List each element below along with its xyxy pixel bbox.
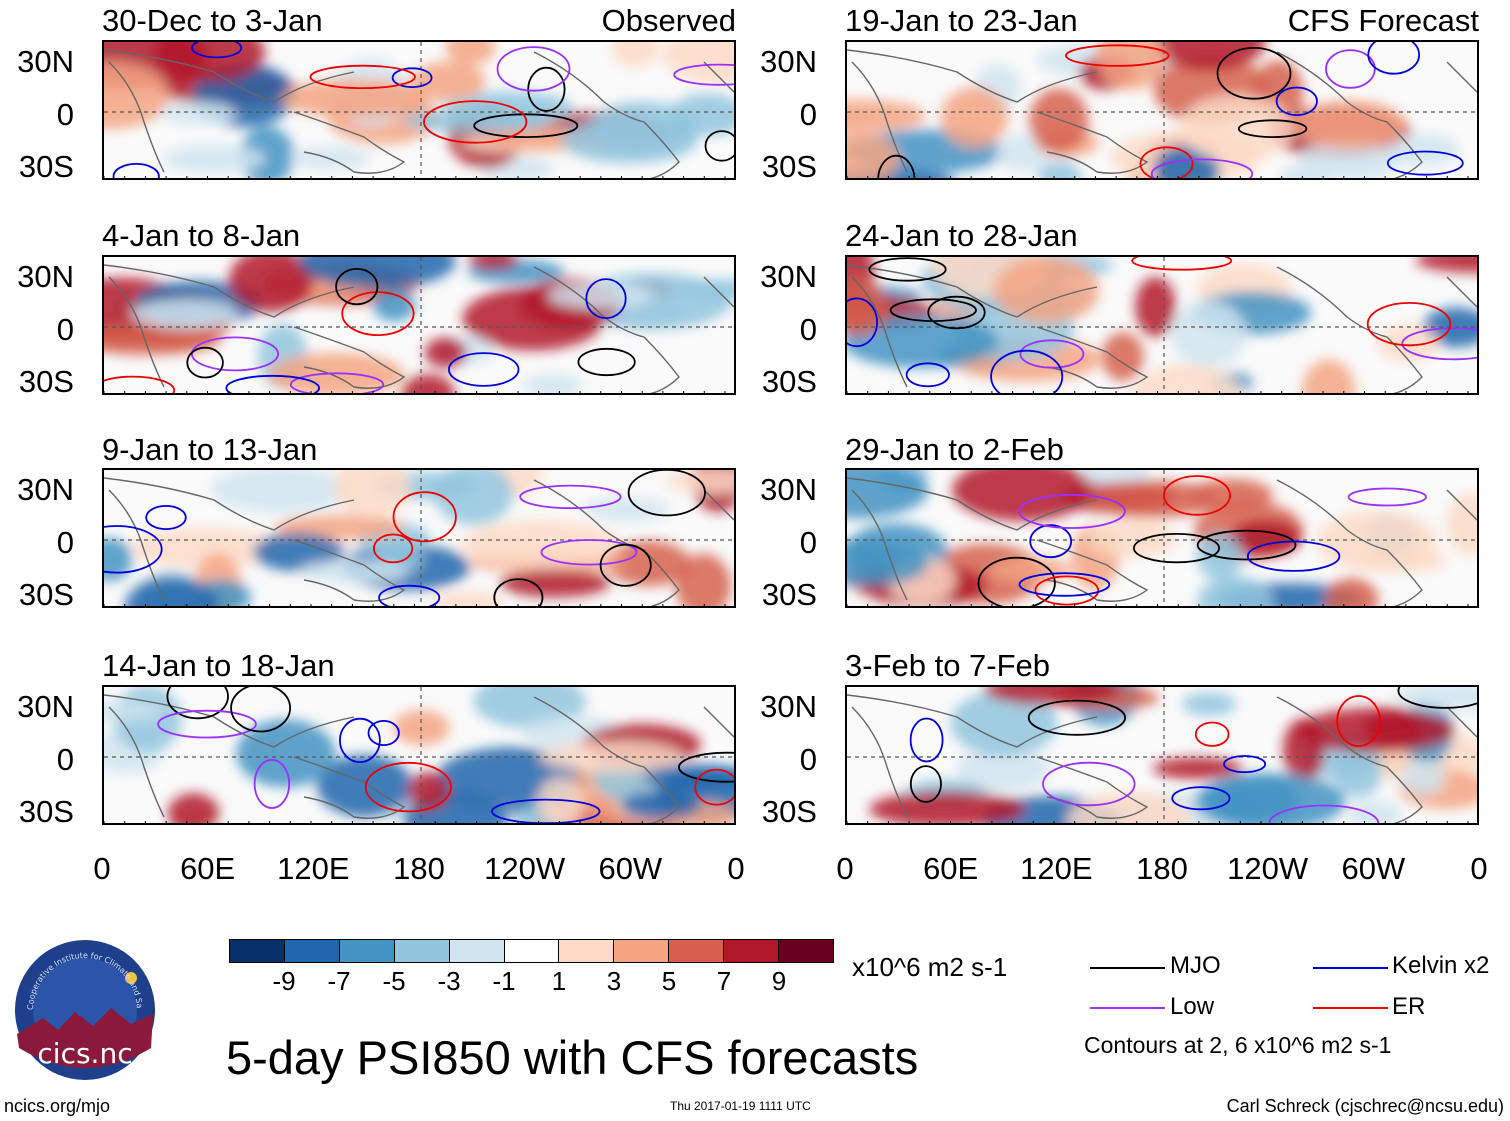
footer-timestamp: Thu 2017-01-19 1111 UTC [670,1099,811,1113]
lat-label: 30S [18,149,74,184]
footer-url[interactable]: ncics.org/mjo [4,1096,111,1116]
legend-line [1090,967,1165,969]
lat-label: 30S [761,364,817,399]
lat-label: 30N [17,259,74,294]
lat-label: 30N [17,44,74,79]
contour-note: Contours at 2, 6 x10^6 m2 s-1 [1084,1032,1392,1058]
lon-label: 180 [393,851,445,886]
lon-label: 120E [1020,851,1093,886]
colorbar-swatch [504,940,560,962]
colorbar-units: x10^6 m2 s-1 [852,952,1008,982]
colorbar-swatch [339,940,395,962]
lat-label: 30N [17,472,74,507]
colorbar-swatch [559,940,615,962]
panel-title: 19-Jan to 23-Jan [845,3,1078,38]
legend-label: MJO [1170,952,1221,979]
lon-label: 60W [598,851,663,886]
lat-label: 30N [760,259,817,294]
lon-label: 120W [1227,851,1309,886]
anomaly-map [845,468,1479,608]
footer-author: Carl Schreck (cjschrec@ncsu.edu) [1226,1096,1504,1116]
colorbar-swatch [230,940,285,962]
lat-label: 30N [760,472,817,507]
lon-label: 0 [836,851,854,886]
panel-title: 24-Jan to 28-Jan [845,218,1078,253]
lon-label: 0 [93,851,111,886]
panel-tag: CFS Forecast [1287,3,1479,38]
colorbar-tick-label: -9 [272,966,296,996]
colorbar-swatch [724,940,780,962]
cics-logo: Cooperative Institute for Climate and Sa… [11,931,157,1082]
panel-title: 4-Jan to 8-Jan [102,218,301,253]
lat-label: 0 [799,742,817,777]
legend-line [1090,1007,1165,1009]
lat-label: 0 [799,97,817,132]
lon-label: 60W [1341,851,1406,886]
lat-label: 30N [760,689,817,724]
main-title: 5-day PSI850 with CFS forecasts [226,1031,919,1084]
panel-title: 30-Dec to 3-Jan [102,3,323,38]
colorbar-tick-label: 5 [661,966,677,996]
legend-line [1313,1007,1388,1009]
lat-label: 30S [761,149,817,184]
lat-label: 0 [56,742,74,777]
anomaly-map [845,685,1479,825]
lat-label: 30S [761,577,817,612]
logo-text: cics.nc [37,1037,132,1070]
colorbar-tick-label: 3 [606,966,622,996]
legend-label: ER [1392,993,1426,1020]
lat-label: 0 [56,97,74,132]
lat-label: 30S [18,364,74,399]
lon-label: 60E [923,851,979,886]
colorbar-swatch [614,940,670,962]
colorbar [229,939,834,963]
panel-title: 14-Jan to 18-Jan [102,648,335,683]
lat-label: 0 [56,312,74,347]
colorbar-tick-label: 7 [716,966,732,996]
lon-label: 120E [277,851,350,886]
legend-label: Kelvin x2 [1392,952,1490,979]
colorbar-tick-label: -5 [382,966,406,996]
lat-label: 0 [56,525,74,560]
panel-tag: Observed [601,3,736,38]
lon-label: 120W [484,851,566,886]
anomaly-map [102,255,736,395]
lat-label: 30N [760,44,817,79]
lon-label: 60E [180,851,236,886]
lat-label: 0 [799,525,817,560]
legend-line [1313,967,1388,969]
colorbar-swatch [394,940,450,962]
colorbar-swatch [779,940,833,962]
lat-label: 30N [17,689,74,724]
lon-label: 0 [1470,851,1488,886]
legend-label: Low [1170,993,1215,1020]
colorbar-tick-label: -3 [437,966,461,996]
anomaly-map [102,685,736,825]
panel-title: 3-Feb to 7-Feb [845,648,1051,683]
lat-label: 30S [18,794,74,829]
lat-label: 0 [799,312,817,347]
anomaly-map [845,255,1479,395]
colorbar-tick-label: -7 [327,966,351,996]
lon-label: 180 [1136,851,1188,886]
colorbar-tick-label: 9 [771,966,787,996]
lat-label: 30S [761,794,817,829]
anomaly-map [845,40,1479,180]
colorbar-tick-label: -1 [492,966,516,996]
lon-label: 0 [727,851,745,886]
panel-title: 9-Jan to 13-Jan [102,432,318,467]
colorbar-swatch [449,940,505,962]
lat-label: 30S [18,577,74,612]
anomaly-map [102,40,736,180]
anomaly-map [102,468,736,608]
panel-title: 29-Jan to 2-Feb [845,432,1064,467]
colorbar-tick-label: 1 [551,966,567,996]
colorbar-swatch [669,940,725,962]
colorbar-swatch [284,940,340,962]
